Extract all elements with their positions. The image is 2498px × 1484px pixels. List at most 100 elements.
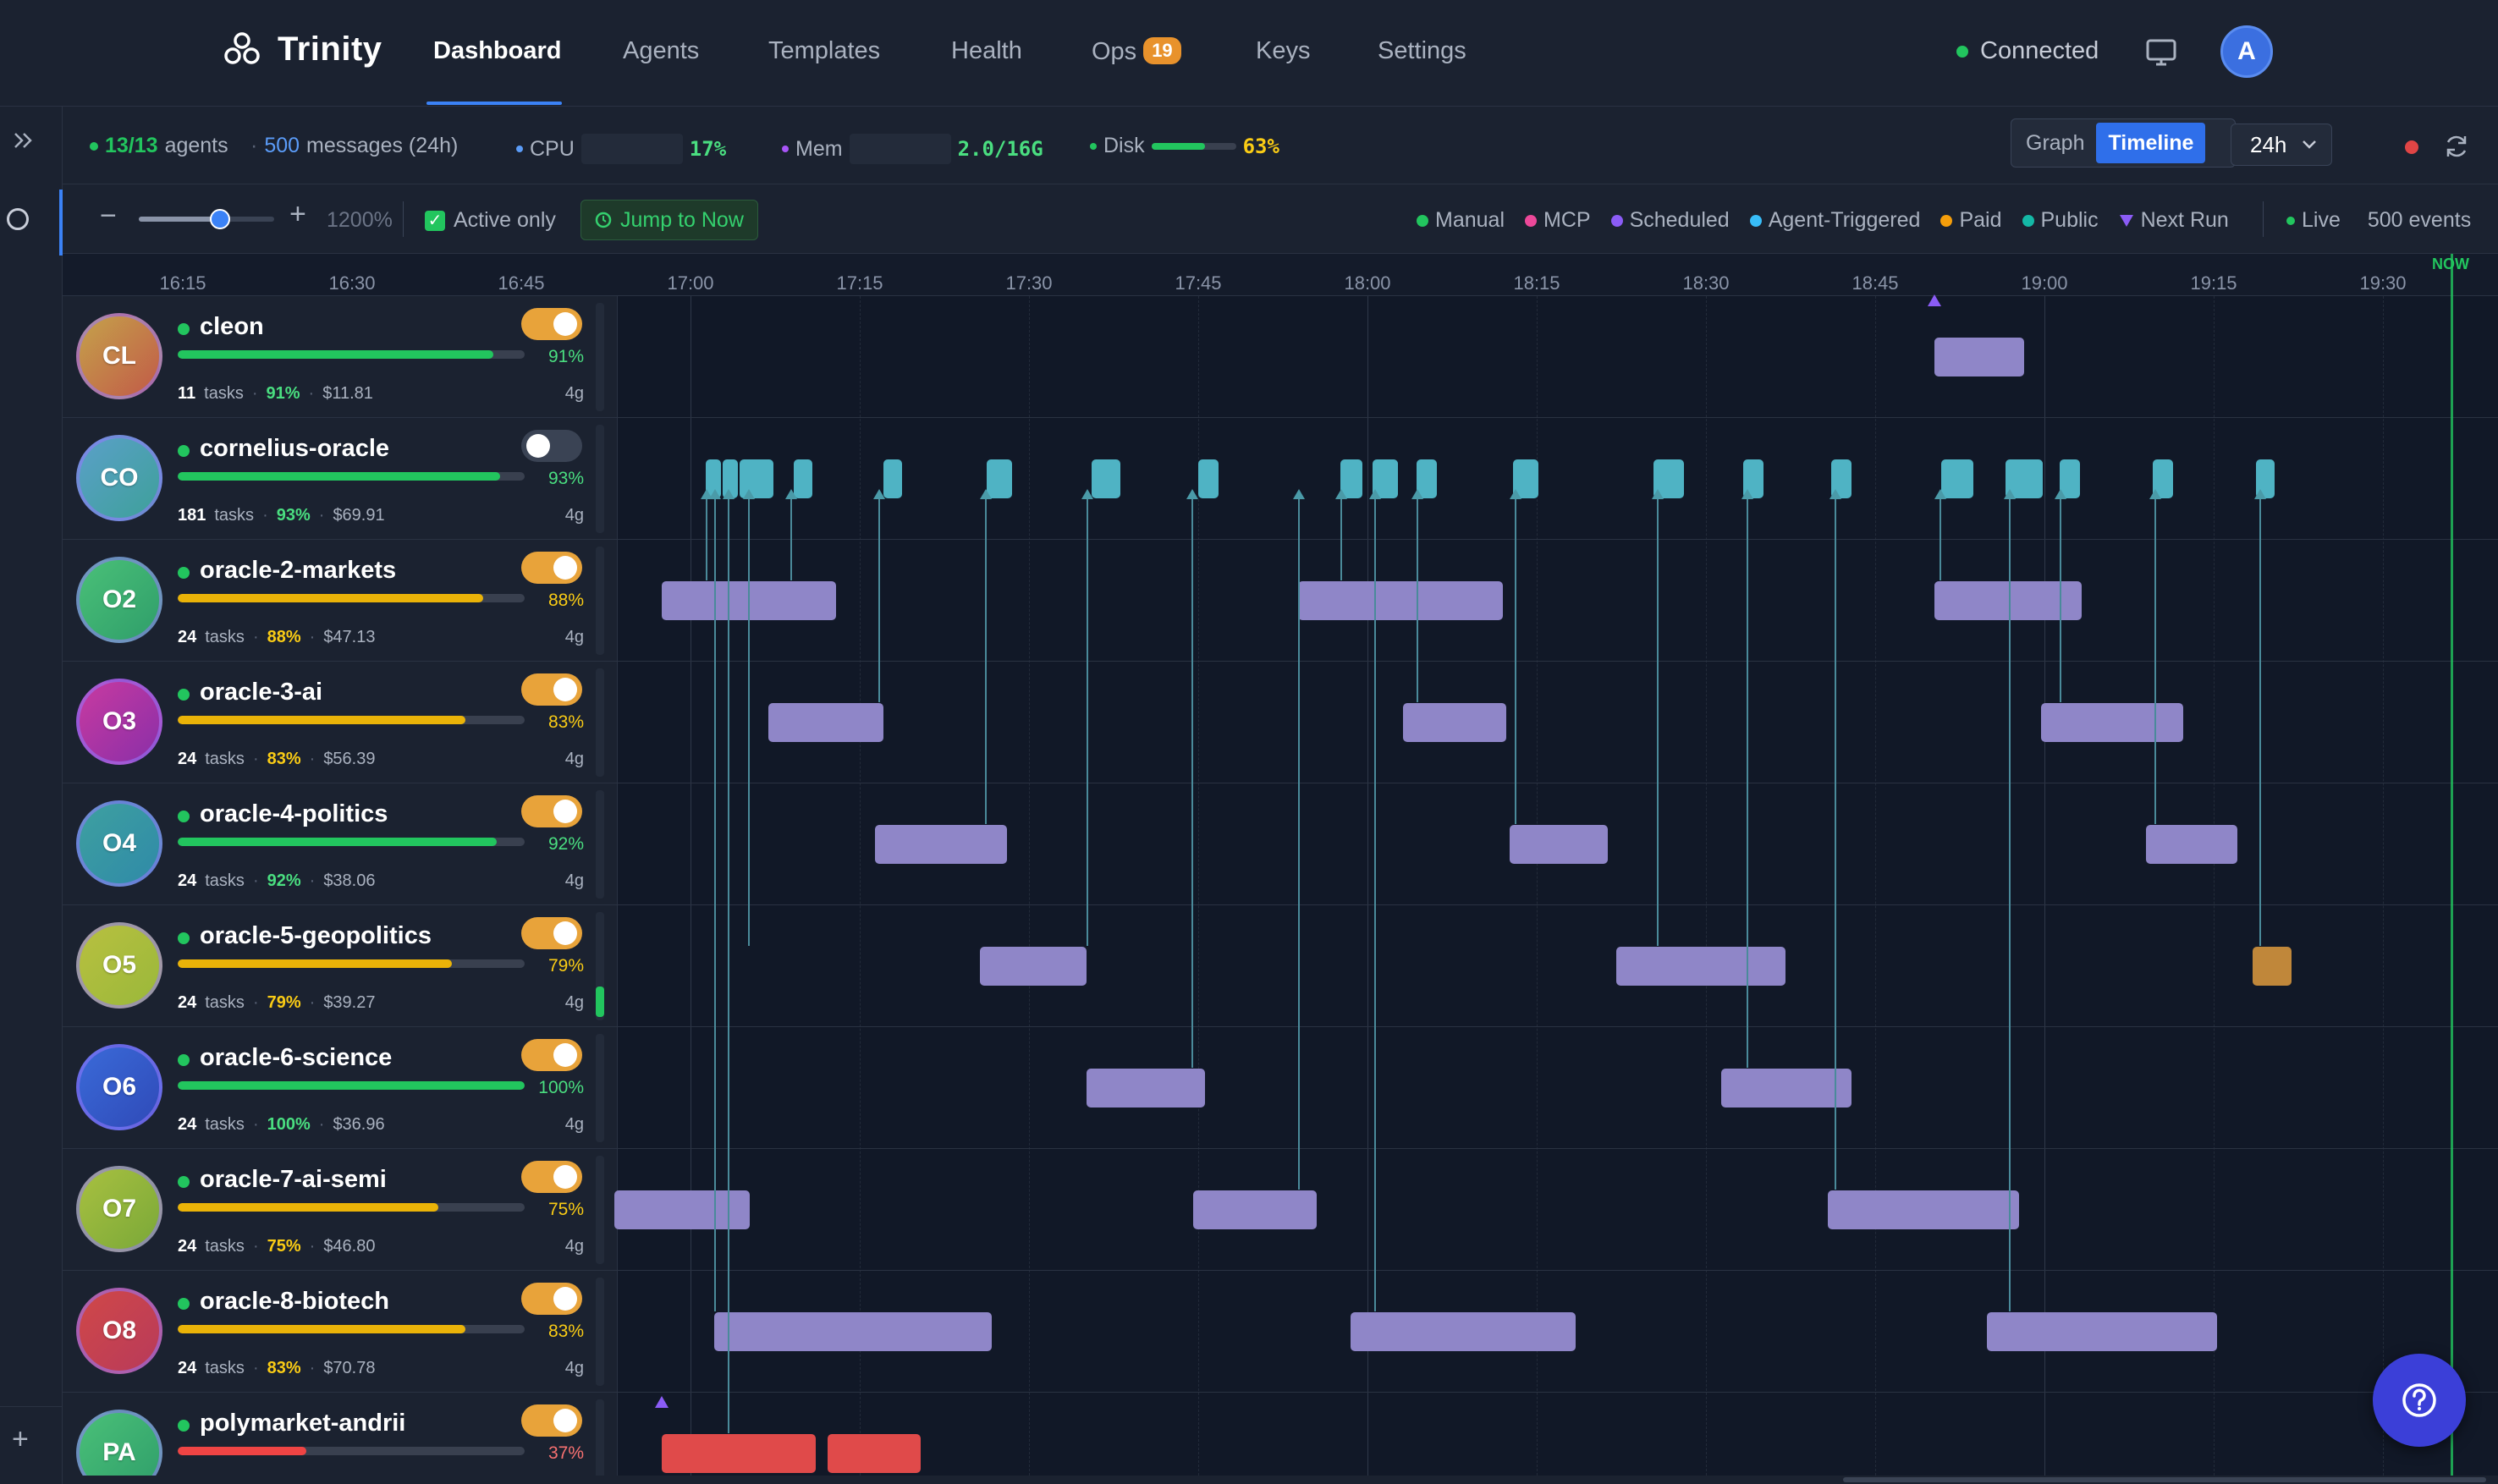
task-count: 24	[178, 1359, 197, 1377]
scrollbar-thumb[interactable]	[1843, 1477, 2486, 1482]
agent-avatar[interactable]: CO	[76, 435, 162, 521]
active-only-checkbox[interactable]: ✓ Active only	[425, 208, 556, 233]
refresh-icon[interactable]	[2442, 132, 2471, 161]
zoom-slider[interactable]	[139, 209, 274, 229]
agent-name[interactable]: oracle-4-politics	[200, 800, 388, 827]
agent-name[interactable]: oracle-2-markets	[200, 557, 397, 584]
agent-name[interactable]: cleon	[200, 313, 264, 340]
agent-enable-toggle[interactable]	[521, 552, 582, 584]
nav-tab-agents[interactable]: Agents	[623, 37, 700, 64]
agent-panel[interactable]: PA polymarket-andrii 37%	[63, 1393, 618, 1484]
agent-avatar[interactable]: O3	[76, 679, 162, 765]
agent-avatar[interactable]: O5	[76, 922, 162, 1009]
execution-bar[interactable]	[875, 825, 1007, 864]
nav-tab-dashboard[interactable]: Dashboard	[433, 37, 562, 64]
user-avatar[interactable]: A	[2220, 25, 2273, 78]
help-button[interactable]	[2373, 1354, 2466, 1447]
trigger-connector	[706, 499, 707, 580]
execution-bar[interactable]	[1351, 1312, 1576, 1351]
execution-bar[interactable]	[1616, 947, 1785, 986]
agent-triggered-bar[interactable]	[706, 459, 721, 498]
agent-avatar[interactable]: PA	[76, 1410, 162, 1484]
agent-triggered-bar[interactable]	[723, 459, 738, 498]
agent-enable-toggle[interactable]	[521, 430, 582, 462]
execution-bar[interactable]	[1934, 338, 2024, 376]
agent-avatar[interactable]: O6	[76, 1044, 162, 1130]
execution-bar[interactable]	[714, 1312, 992, 1351]
execution-bar[interactable]	[768, 703, 883, 742]
execution-bar[interactable]	[1987, 1312, 2217, 1351]
agent-panel[interactable]: O6 oracle-6-science 100% 24 tasks · 100% · $36.9…	[63, 1027, 618, 1148]
agent-avatar[interactable]: O8	[76, 1288, 162, 1374]
horizontal-scrollbar[interactable]	[63, 1476, 2498, 1484]
execution-bar[interactable]	[2146, 825, 2237, 864]
execution-bar[interactable]	[1193, 1190, 1317, 1229]
nav-tab-templates[interactable]: Templates	[768, 37, 881, 64]
execution-bar[interactable]	[614, 1190, 750, 1229]
paid-bar[interactable]	[2253, 947, 2292, 986]
agent-triggered-bar[interactable]	[883, 459, 902, 498]
execution-bar[interactable]	[2041, 703, 2183, 742]
agent-triggered-bar[interactable]	[1941, 459, 1973, 498]
agent-panel[interactable]: O7 oracle-7-ai-semi 75% 24 tasks · 75% · $46.80 4…	[63, 1149, 618, 1270]
agent-panel[interactable]: CL cleon 91% 11 tasks · 91% · $11.81 4g	[63, 296, 618, 417]
failed-bar[interactable]	[828, 1434, 921, 1473]
execution-bar[interactable]	[980, 947, 1087, 986]
recording-indicator-icon[interactable]	[2405, 140, 2418, 154]
nav-tab-settings[interactable]: Settings	[1378, 37, 1466, 64]
agent-name[interactable]: oracle-6-science	[200, 1044, 393, 1071]
execution-bar[interactable]	[1510, 825, 1608, 864]
agent-panel[interactable]: O5 oracle-5-geopolitics 79% 24 tasks · 79% · $39…	[63, 905, 618, 1026]
agent-enable-toggle[interactable]	[521, 308, 582, 340]
zoom-slider-thumb[interactable]	[210, 209, 230, 229]
time-range-select[interactable]: 24h	[2231, 124, 2332, 166]
zoom-out-icon[interactable]: −	[100, 200, 117, 232]
agent-name[interactable]: oracle-5-geopolitics	[200, 922, 432, 949]
agent-enable-toggle[interactable]	[521, 673, 582, 706]
agent-name[interactable]: polymarket-andrii	[200, 1410, 406, 1437]
add-icon[interactable]: +	[12, 1423, 29, 1455]
agent-triggered-bar[interactable]	[1092, 459, 1120, 498]
agent-name[interactable]: oracle-7-ai-semi	[200, 1166, 387, 1193]
nav-tab-health[interactable]: Health	[951, 37, 1022, 64]
execution-bar[interactable]	[1298, 581, 1503, 620]
jump-to-now-button[interactable]: Jump to Now	[580, 200, 758, 240]
agent-panel[interactable]: O4 oracle-4-politics 92% 24 tasks · 92% · $38.06…	[63, 783, 618, 904]
agent-triggered-bar[interactable]	[794, 459, 812, 498]
agent-triggered-bar[interactable]	[1198, 459, 1219, 498]
zoom-in-icon[interactable]: +	[289, 198, 306, 230]
agent-avatar[interactable]: O7	[76, 1166, 162, 1252]
execution-bar[interactable]	[1934, 581, 2082, 620]
agent-panel[interactable]: O2 oracle-2-markets 88% 24 tasks · 88% · $47.13 4…	[63, 540, 618, 661]
agent-avatar[interactable]: CL	[76, 313, 162, 399]
nav-tab-keys[interactable]: Keys	[1256, 37, 1311, 64]
monitor-icon[interactable]	[2144, 36, 2178, 69]
brand[interactable]: Trinity	[222, 29, 382, 69]
agent-panel[interactable]: O3 oracle-3-ai 83% 24 tasks · 83% · $56.39 4g	[63, 662, 618, 783]
agent-name[interactable]: cornelius-oracle	[200, 435, 390, 462]
agent-name[interactable]: oracle-3-ai	[200, 679, 323, 706]
agent-avatar[interactable]: O4	[76, 800, 162, 887]
agent-triggered-bar[interactable]	[2256, 459, 2275, 498]
agent-enable-toggle[interactable]	[521, 1404, 582, 1437]
timeline-view-button[interactable]: Timeline	[2096, 123, 2206, 163]
execution-bar[interactable]	[1403, 703, 1506, 742]
rail-circle-icon[interactable]	[7, 208, 29, 230]
timeline[interactable]: 16:15 16:30 16:45 17:00 17:15 17:30 17:45 18:00…	[63, 254, 2498, 1484]
agent-enable-toggle[interactable]	[521, 795, 582, 827]
agent-panel[interactable]: CO cornelius-oracle 93% 181 tasks · 93% · $69.91…	[63, 418, 618, 539]
graph-view-button[interactable]: Graph	[2026, 130, 2085, 155]
execution-bar[interactable]	[1087, 1069, 1205, 1108]
agent-enable-toggle[interactable]	[521, 1161, 582, 1193]
agent-avatar[interactable]: O2	[76, 557, 162, 643]
agent-name[interactable]: oracle-8-biotech	[200, 1288, 389, 1315]
execution-bar[interactable]	[1721, 1069, 1851, 1108]
failed-bar[interactable]	[662, 1434, 816, 1473]
agent-enable-toggle[interactable]	[521, 917, 582, 949]
agent-enable-toggle[interactable]	[521, 1283, 582, 1315]
agent-enable-toggle[interactable]	[521, 1039, 582, 1071]
nav-tab-ops[interactable]: Ops 19	[1092, 37, 1181, 66]
execution-bar[interactable]	[1828, 1190, 2019, 1229]
agent-panel[interactable]: O8 oracle-8-biotech 83% 24 tasks · 83% · $70.78 4…	[63, 1271, 618, 1392]
expand-sidebar-icon[interactable]	[10, 127, 37, 154]
